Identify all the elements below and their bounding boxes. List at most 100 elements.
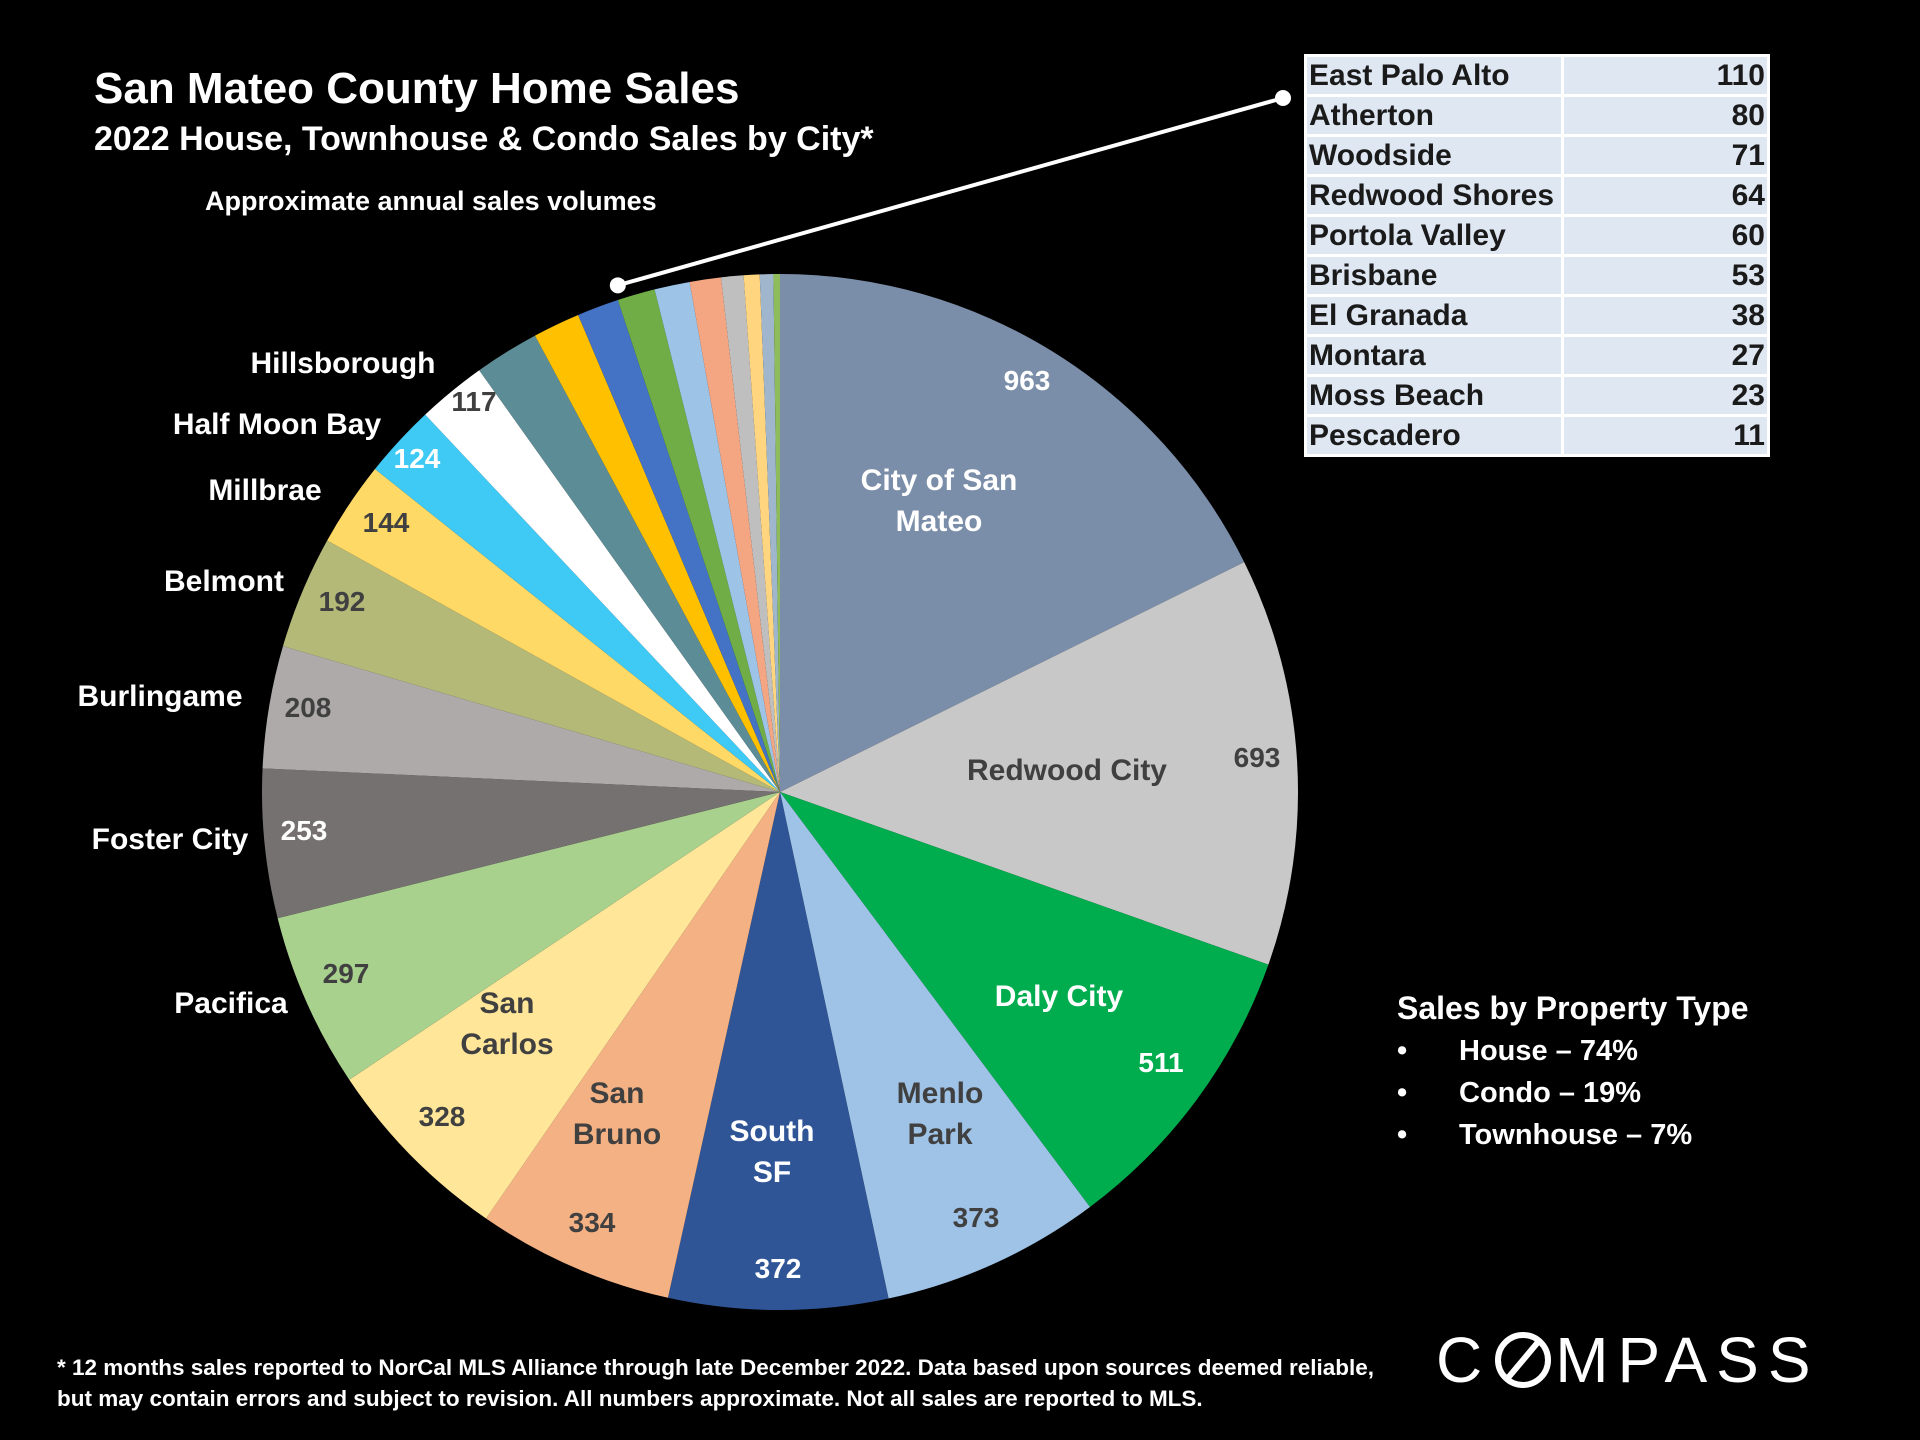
table-row: Moss Beach 23 bbox=[1304, 374, 1770, 417]
slice-name-label: Half Moon Bay bbox=[173, 408, 382, 441]
table-cell-value: 64 bbox=[1561, 174, 1770, 217]
table-cell-value: 38 bbox=[1561, 294, 1770, 337]
slice-name-label: Menlo Park bbox=[897, 1077, 984, 1151]
table-cell-city: Woodside bbox=[1304, 134, 1564, 177]
pie-slice-portola-valley bbox=[654, 281, 780, 792]
table-cell-city: Portola Valley bbox=[1304, 214, 1564, 257]
pie-slice-montara bbox=[743, 274, 780, 793]
table-row: Brisbane 53 bbox=[1304, 254, 1770, 297]
pie-slice-brisbane bbox=[689, 277, 780, 792]
table-cell-value: 53 bbox=[1561, 254, 1770, 297]
pie-slice-hillsborough bbox=[425, 370, 780, 792]
property-type-panel: Sales by Property Type • House – 74% • Con… bbox=[1397, 990, 1749, 1161]
pie-slice-pacifica bbox=[277, 792, 780, 1080]
slice-value-label: 117 bbox=[451, 386, 496, 417]
slice-name-label: Foster City bbox=[92, 823, 249, 856]
footnote: * 12 months sales reported to NorCal MLS… bbox=[57, 1355, 1375, 1411]
pie-slice-burlingame bbox=[262, 646, 780, 792]
pie-slice-san-bruno bbox=[486, 792, 780, 1298]
callout-dot bbox=[609, 277, 626, 294]
slice-name-label: City of San Mateo bbox=[861, 464, 1018, 538]
pie-slices bbox=[262, 274, 1298, 1310]
slice-name-label: South SF bbox=[730, 1115, 815, 1189]
table-cell-value: 71 bbox=[1561, 134, 1770, 177]
callout-dot bbox=[1275, 90, 1291, 106]
slice-name-label: Millbrae bbox=[208, 474, 321, 507]
pie-labels: City of San Mateo 963 Redwood City 693 Daly C… bbox=[77, 347, 1280, 1284]
slice-name-label: San Bruno bbox=[573, 1077, 661, 1151]
property-type-item: • House – 74% bbox=[1397, 1035, 1638, 1067]
slice-name-label: Burlingame bbox=[77, 680, 242, 713]
small-cities-table: East Palo Alto 110 Atherton 80 Woodside 71 Red… bbox=[1304, 54, 1770, 457]
pie-slice-millbrae bbox=[327, 469, 780, 792]
pie-slice-san-carlos bbox=[349, 792, 780, 1219]
property-type-list: • House – 74% • Condo – 19% • Townhouse – 7… bbox=[1397, 1035, 1749, 1161]
property-type-item: • Townhouse – 7% bbox=[1397, 1119, 1693, 1151]
table-cell-city: Moss Beach bbox=[1304, 374, 1564, 417]
slice-value-label: 372 bbox=[755, 1253, 802, 1284]
chart-subtitle: 2022 House, Townhouse & Condo Sales by C… bbox=[94, 120, 874, 158]
table-row: El Granada 38 bbox=[1304, 294, 1770, 337]
table-cell-value: 60 bbox=[1561, 214, 1770, 257]
slice-value-label: 297 bbox=[323, 958, 370, 989]
table-row: Pescadero 11 bbox=[1304, 414, 1770, 457]
slice-value-label: 124 bbox=[394, 443, 441, 474]
slice-value-label: 511 bbox=[1138, 1047, 1183, 1078]
slice-value-label: 328 bbox=[419, 1101, 466, 1132]
slice-name-label: Belmont bbox=[164, 565, 284, 598]
pie-slice-foster-city bbox=[262, 768, 780, 919]
table-row: Montara 27 bbox=[1304, 334, 1770, 377]
pie-slice-city-of-san-mateo bbox=[780, 274, 1245, 792]
slice-value-label: 963 bbox=[1004, 365, 1051, 396]
table-cell-value: 11 bbox=[1561, 414, 1770, 457]
table-cell-value: 110 bbox=[1561, 54, 1770, 97]
logo-o-icon bbox=[1495, 1332, 1552, 1388]
table-row: Atherton 80 bbox=[1304, 94, 1770, 137]
table-row: East Palo Alto 110 bbox=[1304, 54, 1770, 97]
slice-value-label: 373 bbox=[953, 1202, 1000, 1233]
table-cell-city: El Granada bbox=[1304, 294, 1564, 337]
slice-name-label: Pacifica bbox=[174, 987, 288, 1020]
pie-slice-south-sf bbox=[667, 792, 889, 1310]
bullet-icon: • bbox=[1397, 1035, 1408, 1067]
pie-slice-east-palo-alto bbox=[479, 335, 780, 792]
pie-slice-belmont bbox=[282, 540, 780, 792]
table-cell-city: Brisbane bbox=[1304, 254, 1564, 297]
pie-slice-moss-beach bbox=[759, 274, 780, 792]
table-cell-city: Montara bbox=[1304, 334, 1564, 377]
slice-value-label: 334 bbox=[569, 1207, 616, 1238]
chart-note: Approximate annual sales volumes bbox=[205, 186, 657, 216]
table-row: Redwood Shores 64 bbox=[1304, 174, 1770, 217]
slice-name-label: Redwood City bbox=[967, 754, 1167, 787]
table-cell-value: 80 bbox=[1561, 94, 1770, 137]
slice-name-label: Daly City bbox=[995, 980, 1124, 1013]
bullet-icon: • bbox=[1397, 1077, 1408, 1109]
slice-value-label: 192 bbox=[319, 586, 366, 617]
table-cell-city: Redwood Shores bbox=[1304, 174, 1564, 217]
table-cell-city: Atherton bbox=[1304, 94, 1564, 137]
slice-value-label: 144 bbox=[363, 507, 410, 538]
pie-slice-pescadero bbox=[773, 274, 780, 792]
slice-value-label: 693 bbox=[1234, 742, 1281, 773]
chart-title: San Mateo County Home Sales bbox=[94, 64, 740, 113]
pie-slice-redwood-city bbox=[780, 562, 1298, 965]
slice-name-label: San Carlos bbox=[460, 987, 553, 1061]
table-row: Portola Valley 60 bbox=[1304, 214, 1770, 257]
table-cell-city: East Palo Alto bbox=[1304, 54, 1564, 97]
table-cell-value: 23 bbox=[1561, 374, 1770, 417]
pie-slice-atherton bbox=[535, 314, 780, 792]
pie-slice-daly-city bbox=[780, 792, 1269, 1208]
compass-logo: C MPASS bbox=[1436, 1324, 1820, 1396]
pie-slice-woodside bbox=[578, 300, 780, 792]
small-cities-callout bbox=[609, 90, 1291, 294]
slice-name-label: Hillsborough bbox=[251, 347, 436, 380]
property-type-item: • Condo – 19% bbox=[1397, 1077, 1642, 1109]
property-type-title: Sales by Property Type bbox=[1397, 990, 1749, 1026]
table-cell-value: 27 bbox=[1561, 334, 1770, 377]
bullet-icon: • bbox=[1397, 1119, 1408, 1151]
callout-line bbox=[617, 96, 1284, 288]
pie-slice-menlo-park bbox=[780, 792, 1090, 1299]
pie-slice-redwood-shores bbox=[617, 289, 780, 792]
pie-slice-el-granada bbox=[720, 275, 780, 792]
